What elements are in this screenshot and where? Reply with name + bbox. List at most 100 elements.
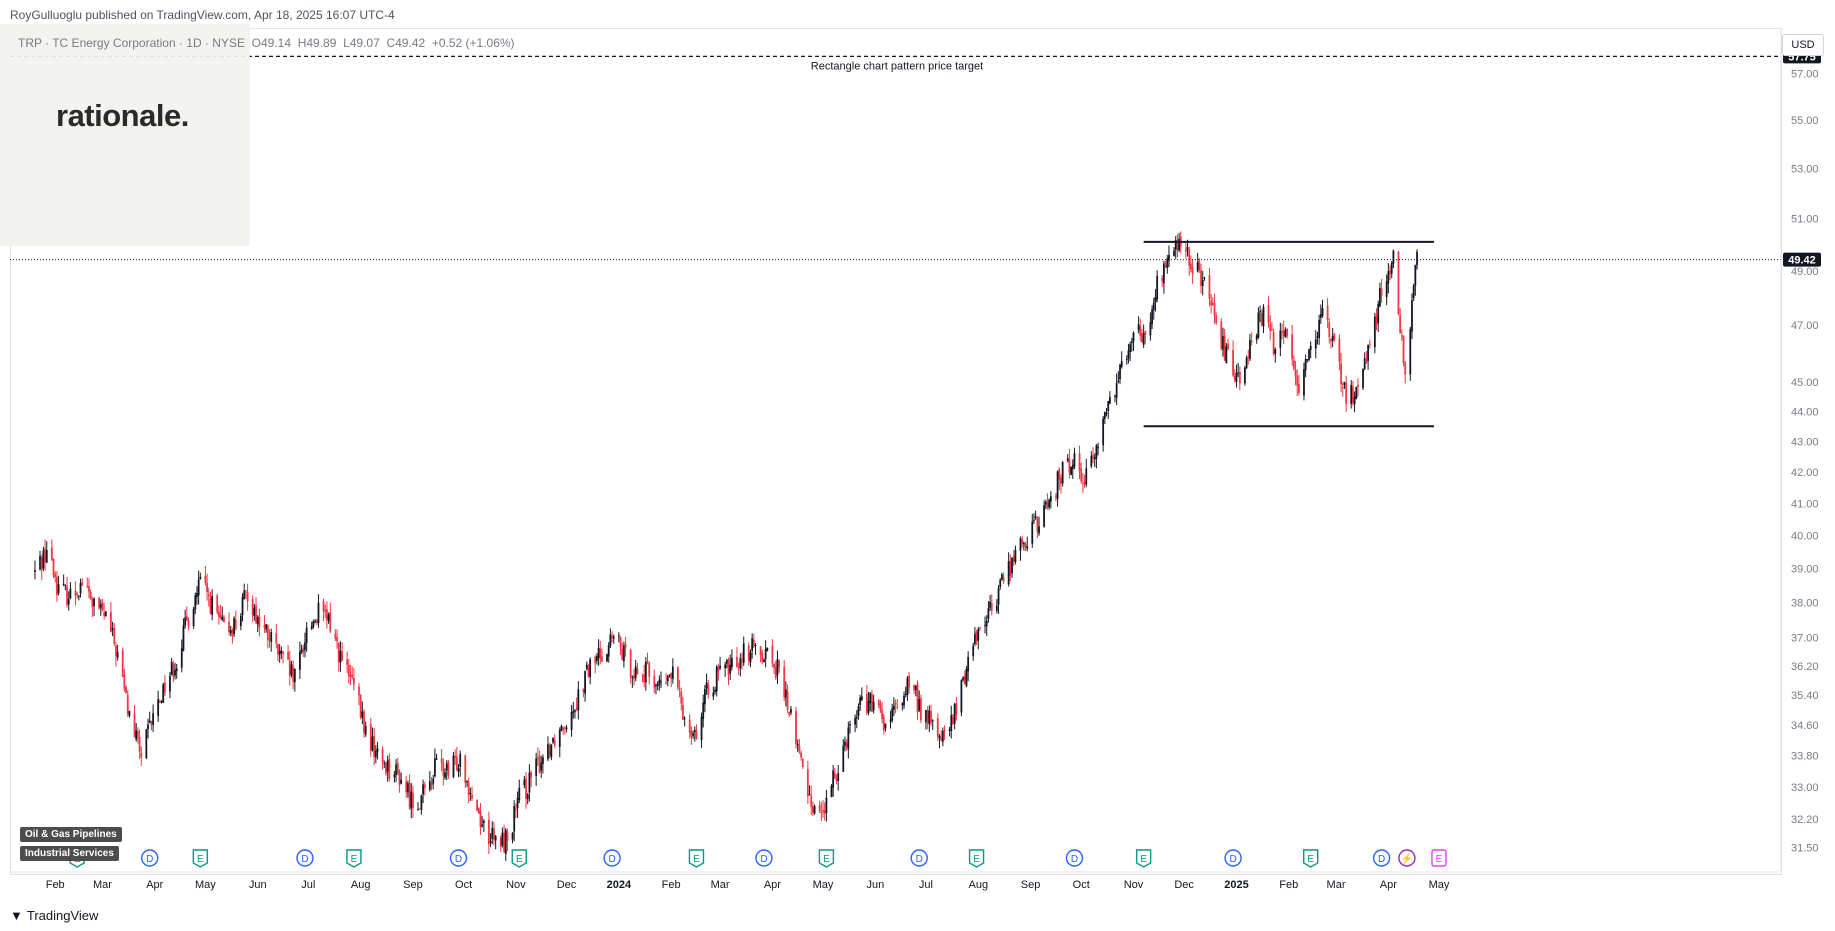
x-tick-label: Oct	[455, 879, 472, 891]
candle	[575, 697, 578, 712]
candle-body	[511, 832, 514, 840]
candle	[99, 599, 102, 616]
candle-body	[434, 758, 436, 777]
tradingview-footer[interactable]: ▼ TradingView	[10, 908, 98, 923]
event-marker-e: E	[1135, 849, 1152, 868]
candle	[584, 670, 586, 702]
candle	[454, 749, 457, 765]
candle	[371, 727, 374, 752]
candle	[736, 647, 738, 668]
candle-body	[172, 664, 175, 677]
candle	[312, 619, 315, 629]
candle	[69, 582, 72, 600]
candle	[228, 612, 230, 636]
candle	[950, 705, 953, 739]
candle	[960, 679, 963, 717]
candle-body	[135, 730, 138, 740]
x-tick-label: Jul	[919, 879, 933, 891]
candle-body	[88, 586, 90, 592]
candle	[670, 672, 673, 688]
y-tick-label: 39.00	[1791, 564, 1819, 576]
candle	[111, 621, 114, 637]
candle	[305, 622, 308, 652]
sector-tag-pipelines[interactable]: Oil & Gas Pipelines	[20, 827, 122, 842]
candle	[1034, 510, 1037, 520]
candle-body	[928, 710, 931, 724]
currency-button[interactable]: USD	[1782, 34, 1824, 56]
candle	[624, 636, 627, 657]
candle-body	[656, 684, 659, 687]
earnings-icon	[688, 849, 705, 868]
candle-body	[525, 778, 527, 799]
candle-body	[562, 727, 565, 730]
candle-body	[1352, 386, 1354, 403]
candle	[1368, 339, 1371, 349]
x-tick-label: Apr	[764, 879, 781, 891]
earnings-letter: E	[693, 854, 700, 865]
candle	[641, 673, 644, 683]
candle-body	[644, 661, 647, 683]
candle-body	[737, 667, 740, 670]
candle-body	[952, 717, 954, 725]
candle-body	[234, 619, 237, 629]
candle-body	[926, 709, 929, 724]
candle-body	[1178, 239, 1180, 251]
candle	[1095, 444, 1098, 469]
candle	[1373, 312, 1376, 354]
candle	[1055, 493, 1057, 502]
candle-body	[736, 656, 738, 668]
symbol-legend[interactable]: TRP · TC Energy Corporation · 1D · NYSE …	[18, 36, 515, 50]
candle-body	[665, 682, 667, 684]
symbol-name[interactable]: TRP · TC Energy Corporation · 1D · NYSE	[18, 36, 245, 50]
candle-body	[967, 657, 970, 672]
candle	[985, 615, 988, 636]
candle	[606, 653, 608, 663]
candle-body	[987, 608, 990, 619]
candle	[1225, 342, 1228, 364]
candle-body	[197, 579, 200, 596]
candle	[491, 821, 494, 845]
candle	[962, 676, 964, 682]
x-tick-label: May	[813, 879, 834, 891]
candle-body	[253, 607, 256, 616]
candle-body	[81, 582, 84, 586]
candle-body	[418, 808, 421, 810]
candle-body	[469, 792, 472, 794]
candle	[832, 765, 835, 797]
sector-tag-industrial[interactable]: Industrial Services	[20, 846, 119, 861]
y-tick-label: 35.40	[1791, 690, 1819, 702]
candle-body	[1026, 546, 1029, 549]
candle	[1156, 270, 1159, 303]
candle	[77, 594, 80, 601]
candle-body	[1085, 468, 1088, 485]
x-tick-label: Sep	[1021, 879, 1041, 891]
candle-body	[547, 744, 549, 759]
x-tick-label: Jun	[249, 879, 267, 891]
candle	[172, 660, 175, 683]
dividend-icon	[141, 849, 159, 867]
candle-body	[725, 660, 728, 664]
candle-body	[1141, 333, 1143, 343]
candle-body	[526, 794, 529, 800]
candle-body	[1048, 499, 1051, 508]
candle-body	[1012, 556, 1015, 562]
x-tick-label: Nov	[506, 879, 526, 891]
candle-body	[563, 727, 566, 729]
candle	[126, 690, 129, 717]
candle	[1244, 366, 1246, 386]
candle-body	[855, 716, 858, 719]
event-marker-d: D	[1224, 849, 1242, 867]
candle	[560, 724, 563, 732]
candle	[1379, 282, 1381, 308]
candle	[837, 765, 840, 791]
candle	[665, 673, 667, 685]
candle	[938, 733, 941, 749]
candle-body	[1245, 357, 1248, 368]
candle-body	[833, 772, 836, 779]
candle	[786, 684, 789, 714]
candle-body	[714, 689, 716, 692]
candle-body	[974, 634, 976, 644]
candle-body	[1014, 549, 1017, 563]
candle-body	[1286, 328, 1288, 337]
